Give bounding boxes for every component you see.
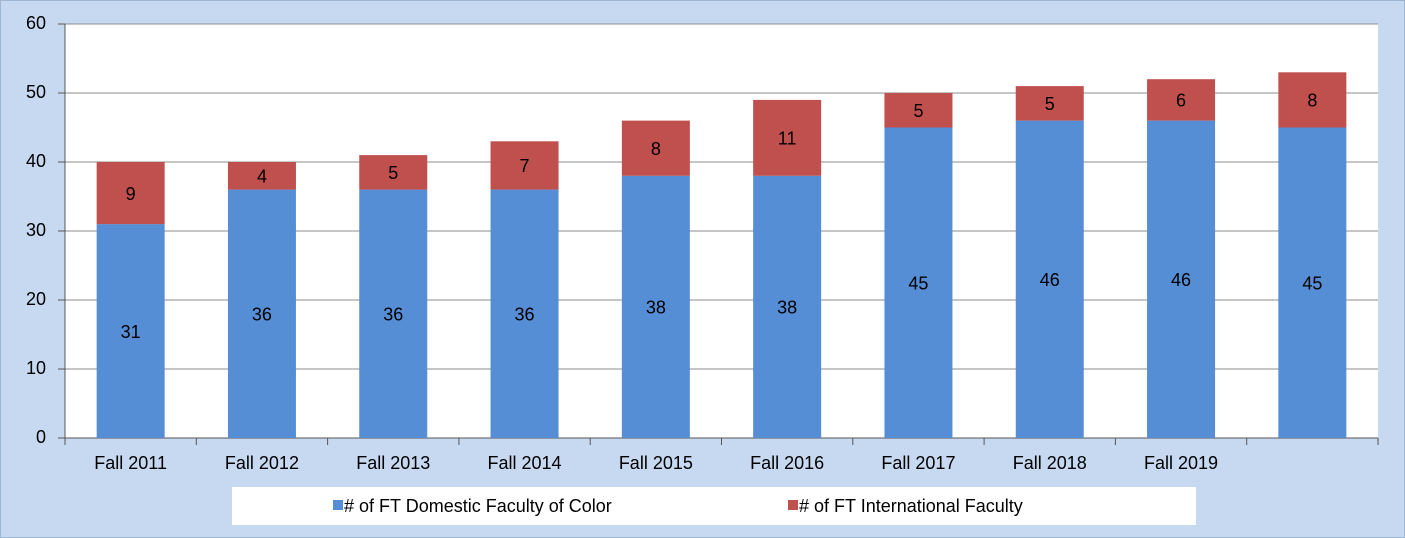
bar-segment xyxy=(753,175,822,439)
data-label: 8 xyxy=(1307,91,1317,111)
data-label: 4 xyxy=(257,167,267,187)
data-label: 9 xyxy=(126,184,136,204)
data-label: 46 xyxy=(1040,270,1060,290)
x-tick-label: Fall 2014 xyxy=(488,453,562,473)
data-label: 7 xyxy=(520,156,530,176)
bar-segment xyxy=(227,162,296,190)
bar-segment xyxy=(1278,127,1347,438)
data-label: 31 xyxy=(121,322,141,342)
data-label: 6 xyxy=(1176,91,1186,111)
x-tick-label: Fall 2013 xyxy=(356,453,430,473)
legend-label: # of FT International Faculty xyxy=(799,496,1023,516)
y-tick-label: 0 xyxy=(36,427,46,447)
data-label: 38 xyxy=(777,298,797,318)
x-tick-label: Fall 2018 xyxy=(1013,453,1087,473)
bar-segment xyxy=(1015,86,1084,121)
data-label: 36 xyxy=(383,305,403,325)
bar-segment xyxy=(490,189,559,438)
legend-box xyxy=(232,487,1196,525)
data-label: 5 xyxy=(913,101,923,121)
x-tick-label: Fall 2017 xyxy=(881,453,955,473)
bar-segment xyxy=(753,99,822,176)
bar-segment xyxy=(884,127,953,438)
data-label: 5 xyxy=(1045,94,1055,114)
bar-segment xyxy=(227,189,296,438)
data-label: 8 xyxy=(651,139,661,159)
bar-segment xyxy=(96,224,165,438)
y-tick-label: 40 xyxy=(26,151,46,171)
bar-segment xyxy=(1015,120,1084,438)
bar-segment xyxy=(1278,72,1347,128)
bar-segment xyxy=(1147,79,1216,121)
bar-segment xyxy=(490,141,559,190)
bar-segment xyxy=(359,155,428,190)
data-label: 46 xyxy=(1171,270,1191,290)
x-tick-label: Fall 2011 xyxy=(94,453,167,473)
data-label: 5 xyxy=(388,163,398,183)
data-label: 11 xyxy=(778,129,797,149)
data-label: 45 xyxy=(1302,274,1322,294)
data-label: 38 xyxy=(646,298,666,318)
y-tick-label: 20 xyxy=(26,289,46,309)
bar-segment xyxy=(621,120,690,176)
bar-segment xyxy=(359,189,428,438)
data-label: 36 xyxy=(515,305,535,325)
bar-segment xyxy=(884,93,953,128)
bar-segment xyxy=(621,175,690,439)
legend-swatch xyxy=(788,500,798,510)
x-tick-label: Fall 2019 xyxy=(1144,453,1218,473)
y-tick-label: 50 xyxy=(26,82,46,102)
bar-segment xyxy=(1147,120,1216,438)
legend-swatch xyxy=(333,500,343,510)
data-label: 45 xyxy=(908,274,928,294)
data-label: 36 xyxy=(252,305,272,325)
y-tick-label: 30 xyxy=(26,220,46,240)
x-tick-label: Fall 2015 xyxy=(619,453,693,473)
x-tick-label: Fall 2016 xyxy=(750,453,824,473)
x-tick-label: Fall 2012 xyxy=(225,453,299,473)
y-tick-label: 10 xyxy=(26,358,46,378)
legend-label: # of FT Domestic Faculty of Color xyxy=(344,496,612,516)
y-tick-label: 60 xyxy=(26,13,46,33)
bar-segment xyxy=(96,162,165,225)
